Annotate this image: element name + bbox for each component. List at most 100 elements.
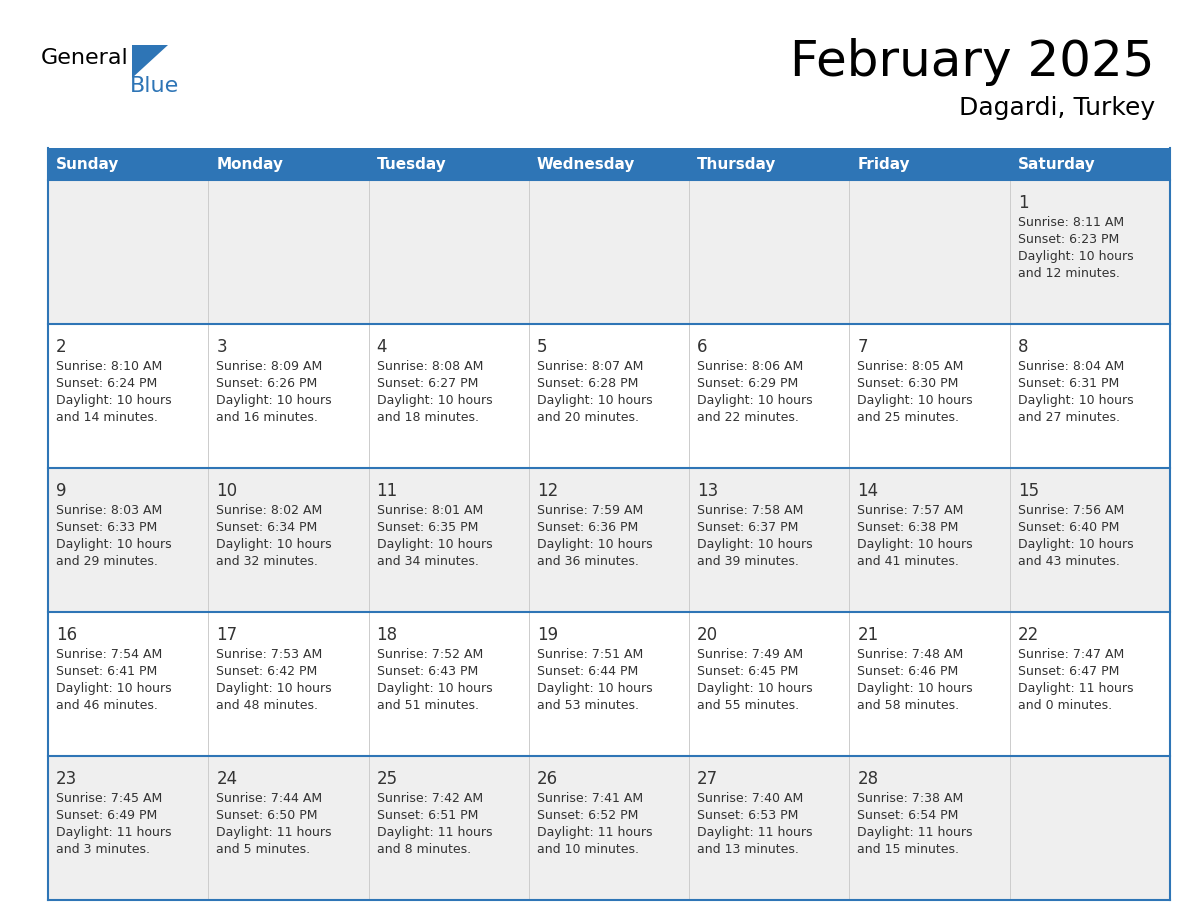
Text: and 34 minutes.: and 34 minutes. — [377, 555, 479, 568]
Text: Sunrise: 7:48 AM: Sunrise: 7:48 AM — [858, 648, 963, 661]
Text: 13: 13 — [697, 482, 719, 500]
Text: Daylight: 10 hours: Daylight: 10 hours — [537, 394, 652, 407]
Text: Sunset: 6:28 PM: Sunset: 6:28 PM — [537, 377, 638, 390]
Polygon shape — [132, 45, 168, 78]
Text: Sunrise: 7:54 AM: Sunrise: 7:54 AM — [56, 648, 163, 661]
Text: and 16 minutes.: and 16 minutes. — [216, 411, 318, 424]
Text: and 51 minutes.: and 51 minutes. — [377, 699, 479, 712]
Text: and 12 minutes.: and 12 minutes. — [1018, 267, 1119, 280]
Text: Dagardi, Turkey: Dagardi, Turkey — [959, 96, 1155, 120]
Text: Sunrise: 7:56 AM: Sunrise: 7:56 AM — [1018, 504, 1124, 517]
Text: Sunrise: 7:49 AM: Sunrise: 7:49 AM — [697, 648, 803, 661]
Text: and 22 minutes.: and 22 minutes. — [697, 411, 800, 424]
Text: February 2025: February 2025 — [790, 38, 1155, 86]
Text: Sunrise: 7:41 AM: Sunrise: 7:41 AM — [537, 792, 643, 805]
Text: Sunset: 6:49 PM: Sunset: 6:49 PM — [56, 809, 157, 822]
Text: Sunrise: 8:09 AM: Sunrise: 8:09 AM — [216, 360, 322, 373]
Text: Daylight: 10 hours: Daylight: 10 hours — [56, 538, 171, 551]
Bar — [48, 180, 1170, 324]
Text: 8: 8 — [1018, 338, 1029, 356]
Text: and 27 minutes.: and 27 minutes. — [1018, 411, 1120, 424]
Text: Sunrise: 8:02 AM: Sunrise: 8:02 AM — [216, 504, 322, 517]
Text: Sunset: 6:36 PM: Sunset: 6:36 PM — [537, 521, 638, 534]
Text: Sunrise: 8:01 AM: Sunrise: 8:01 AM — [377, 504, 482, 517]
Text: Sunrise: 8:03 AM: Sunrise: 8:03 AM — [56, 504, 163, 517]
Bar — [48, 468, 1170, 612]
Text: 11: 11 — [377, 482, 398, 500]
Text: Sunrise: 7:58 AM: Sunrise: 7:58 AM — [697, 504, 803, 517]
Text: Sunrise: 7:45 AM: Sunrise: 7:45 AM — [56, 792, 163, 805]
Text: and 20 minutes.: and 20 minutes. — [537, 411, 639, 424]
Text: Sunset: 6:31 PM: Sunset: 6:31 PM — [1018, 377, 1119, 390]
Text: Sunrise: 8:05 AM: Sunrise: 8:05 AM — [858, 360, 963, 373]
Text: and 15 minutes.: and 15 minutes. — [858, 843, 960, 856]
Text: 5: 5 — [537, 338, 548, 356]
Text: 15: 15 — [1018, 482, 1038, 500]
Text: Sunset: 6:29 PM: Sunset: 6:29 PM — [697, 377, 798, 390]
Text: Daylight: 10 hours: Daylight: 10 hours — [216, 538, 331, 551]
Text: 21: 21 — [858, 626, 879, 644]
Text: and 48 minutes.: and 48 minutes. — [216, 699, 318, 712]
Text: and 46 minutes.: and 46 minutes. — [56, 699, 158, 712]
Text: Sunrise: 7:47 AM: Sunrise: 7:47 AM — [1018, 648, 1124, 661]
Text: 9: 9 — [56, 482, 67, 500]
Text: 12: 12 — [537, 482, 558, 500]
Text: 18: 18 — [377, 626, 398, 644]
Text: Daylight: 10 hours: Daylight: 10 hours — [377, 682, 492, 695]
Text: Sunrise: 8:07 AM: Sunrise: 8:07 AM — [537, 360, 643, 373]
Text: Daylight: 10 hours: Daylight: 10 hours — [377, 538, 492, 551]
Text: and 25 minutes.: and 25 minutes. — [858, 411, 960, 424]
Text: Sunrise: 8:10 AM: Sunrise: 8:10 AM — [56, 360, 163, 373]
Text: Sunrise: 8:11 AM: Sunrise: 8:11 AM — [1018, 216, 1124, 229]
Text: Sunrise: 8:06 AM: Sunrise: 8:06 AM — [697, 360, 803, 373]
Text: Sunday: Sunday — [56, 156, 119, 172]
Text: Daylight: 11 hours: Daylight: 11 hours — [858, 826, 973, 839]
Text: 22: 22 — [1018, 626, 1040, 644]
Text: 23: 23 — [56, 770, 77, 788]
Text: Daylight: 10 hours: Daylight: 10 hours — [697, 538, 813, 551]
Text: Sunset: 6:30 PM: Sunset: 6:30 PM — [858, 377, 959, 390]
Text: Daylight: 11 hours: Daylight: 11 hours — [377, 826, 492, 839]
Text: and 0 minutes.: and 0 minutes. — [1018, 699, 1112, 712]
Text: Daylight: 11 hours: Daylight: 11 hours — [216, 826, 331, 839]
Text: 28: 28 — [858, 770, 879, 788]
Text: Daylight: 10 hours: Daylight: 10 hours — [216, 682, 331, 695]
Text: Sunset: 6:34 PM: Sunset: 6:34 PM — [216, 521, 317, 534]
Text: Sunset: 6:46 PM: Sunset: 6:46 PM — [858, 665, 959, 678]
Text: Sunrise: 7:53 AM: Sunrise: 7:53 AM — [216, 648, 322, 661]
Text: General: General — [40, 48, 128, 68]
Text: Daylight: 10 hours: Daylight: 10 hours — [56, 394, 171, 407]
Text: 24: 24 — [216, 770, 238, 788]
Text: Sunrise: 7:52 AM: Sunrise: 7:52 AM — [377, 648, 482, 661]
Text: Tuesday: Tuesday — [377, 156, 447, 172]
Text: Daylight: 10 hours: Daylight: 10 hours — [1018, 538, 1133, 551]
Text: 16: 16 — [56, 626, 77, 644]
Text: and 14 minutes.: and 14 minutes. — [56, 411, 158, 424]
Text: Sunset: 6:26 PM: Sunset: 6:26 PM — [216, 377, 317, 390]
Text: 17: 17 — [216, 626, 238, 644]
Text: 1: 1 — [1018, 194, 1029, 212]
Text: Daylight: 10 hours: Daylight: 10 hours — [1018, 394, 1133, 407]
Bar — [48, 756, 1170, 900]
Text: 27: 27 — [697, 770, 719, 788]
Text: and 29 minutes.: and 29 minutes. — [56, 555, 158, 568]
Text: and 13 minutes.: and 13 minutes. — [697, 843, 800, 856]
Text: 19: 19 — [537, 626, 558, 644]
Text: Sunset: 6:27 PM: Sunset: 6:27 PM — [377, 377, 478, 390]
Text: and 36 minutes.: and 36 minutes. — [537, 555, 639, 568]
Text: Monday: Monday — [216, 156, 283, 172]
Text: Wednesday: Wednesday — [537, 156, 636, 172]
Text: and 10 minutes.: and 10 minutes. — [537, 843, 639, 856]
Text: Sunset: 6:37 PM: Sunset: 6:37 PM — [697, 521, 798, 534]
Text: Daylight: 10 hours: Daylight: 10 hours — [537, 538, 652, 551]
Text: Daylight: 10 hours: Daylight: 10 hours — [858, 394, 973, 407]
Text: Daylight: 10 hours: Daylight: 10 hours — [697, 394, 813, 407]
Text: Daylight: 11 hours: Daylight: 11 hours — [537, 826, 652, 839]
Text: Sunset: 6:54 PM: Sunset: 6:54 PM — [858, 809, 959, 822]
Text: Sunrise: 7:57 AM: Sunrise: 7:57 AM — [858, 504, 963, 517]
Text: Daylight: 10 hours: Daylight: 10 hours — [1018, 250, 1133, 263]
Text: Sunset: 6:51 PM: Sunset: 6:51 PM — [377, 809, 478, 822]
Text: 7: 7 — [858, 338, 868, 356]
Text: Sunset: 6:42 PM: Sunset: 6:42 PM — [216, 665, 317, 678]
Text: 4: 4 — [377, 338, 387, 356]
